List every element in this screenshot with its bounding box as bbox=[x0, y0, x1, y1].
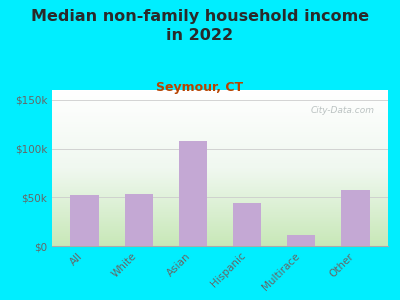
Text: Seymour, CT: Seymour, CT bbox=[156, 81, 244, 94]
Text: Median non-family household income
in 2022: Median non-family household income in 20… bbox=[31, 9, 369, 43]
Bar bbox=[125, 194, 153, 246]
Bar bbox=[179, 141, 207, 246]
Bar bbox=[287, 235, 315, 246]
Bar bbox=[70, 195, 99, 246]
Bar bbox=[233, 203, 261, 246]
Bar bbox=[341, 190, 370, 246]
Text: City-Data.com: City-Data.com bbox=[310, 106, 374, 115]
